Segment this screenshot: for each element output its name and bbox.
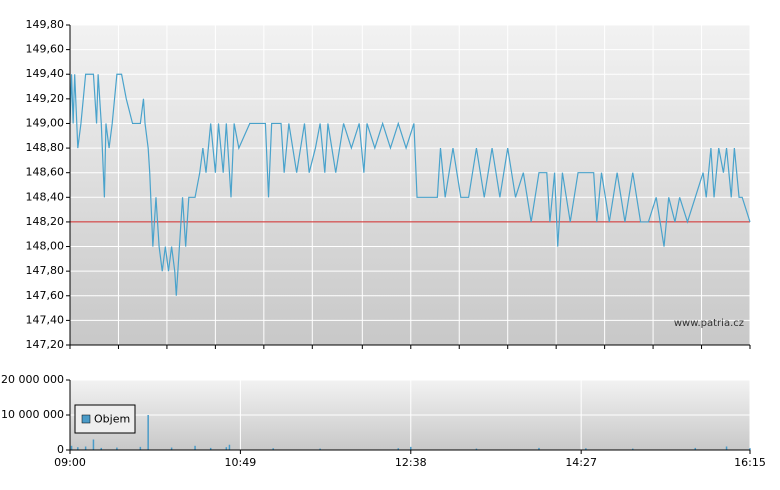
legend-label: Objem — [94, 413, 130, 426]
volume-bar — [319, 448, 321, 450]
y-tick-label: 147,20 — [26, 338, 65, 351]
volume-bar — [585, 448, 587, 450]
y-tick-label: 148,00 — [26, 240, 65, 253]
volume-bar — [228, 444, 231, 450]
volume-bar — [225, 447, 228, 450]
y-tick-label: 10 000 000 — [1, 408, 64, 421]
volume-bar — [272, 448, 274, 450]
volume-bar — [170, 447, 173, 450]
y-tick-label: 147,60 — [26, 289, 65, 302]
y-tick-label: 148,20 — [26, 215, 65, 228]
volume-bar — [77, 447, 79, 450]
y-tick-label: 0 — [57, 443, 64, 456]
y-tick-label: 149,20 — [26, 92, 65, 105]
watermark: www.patria.cz — [674, 318, 744, 329]
volume-bar — [410, 446, 412, 450]
y-tick-label: 148,40 — [26, 190, 65, 203]
y-tick-label: 149,60 — [26, 43, 65, 56]
volume-bar — [116, 447, 118, 450]
y-tick-label: 20 000 000 — [1, 373, 64, 386]
y-tick-label: 149,80 — [26, 18, 65, 31]
x-tick-label: 10:49 — [225, 456, 257, 469]
volume-bar — [84, 446, 87, 450]
x-tick-label: 12:38 — [395, 456, 427, 469]
volume-bar — [694, 447, 697, 450]
price-line — [69, 73, 751, 296]
y-tick-label: 147,40 — [26, 313, 65, 326]
x-tick-label: 09:00 — [54, 456, 86, 469]
volume-bar — [147, 415, 149, 450]
volume-bar — [100, 447, 103, 450]
y-tick-label: 148,60 — [26, 166, 65, 179]
volume-bar — [70, 445, 73, 450]
volume-bar — [194, 445, 196, 450]
volume-bar — [632, 448, 634, 450]
volume-bar — [475, 448, 478, 450]
y-tick-label: 147,80 — [26, 264, 65, 277]
volume-bar — [92, 439, 95, 450]
volume-bar — [209, 447, 212, 450]
legend-swatch — [81, 414, 91, 424]
x-tick-label: 14:27 — [565, 456, 597, 469]
y-tick-label: 148,80 — [26, 141, 65, 154]
plot-background — [70, 25, 750, 345]
y-tick-label: 149,40 — [26, 67, 65, 80]
volume-bar — [397, 448, 400, 450]
volume-bar — [749, 448, 751, 450]
volume-bar — [538, 447, 540, 450]
volume-bar — [139, 446, 142, 450]
volume-bar — [725, 446, 728, 450]
y-tick-label: 149,00 — [26, 116, 65, 129]
x-tick-label: 16:15 — [734, 456, 766, 469]
